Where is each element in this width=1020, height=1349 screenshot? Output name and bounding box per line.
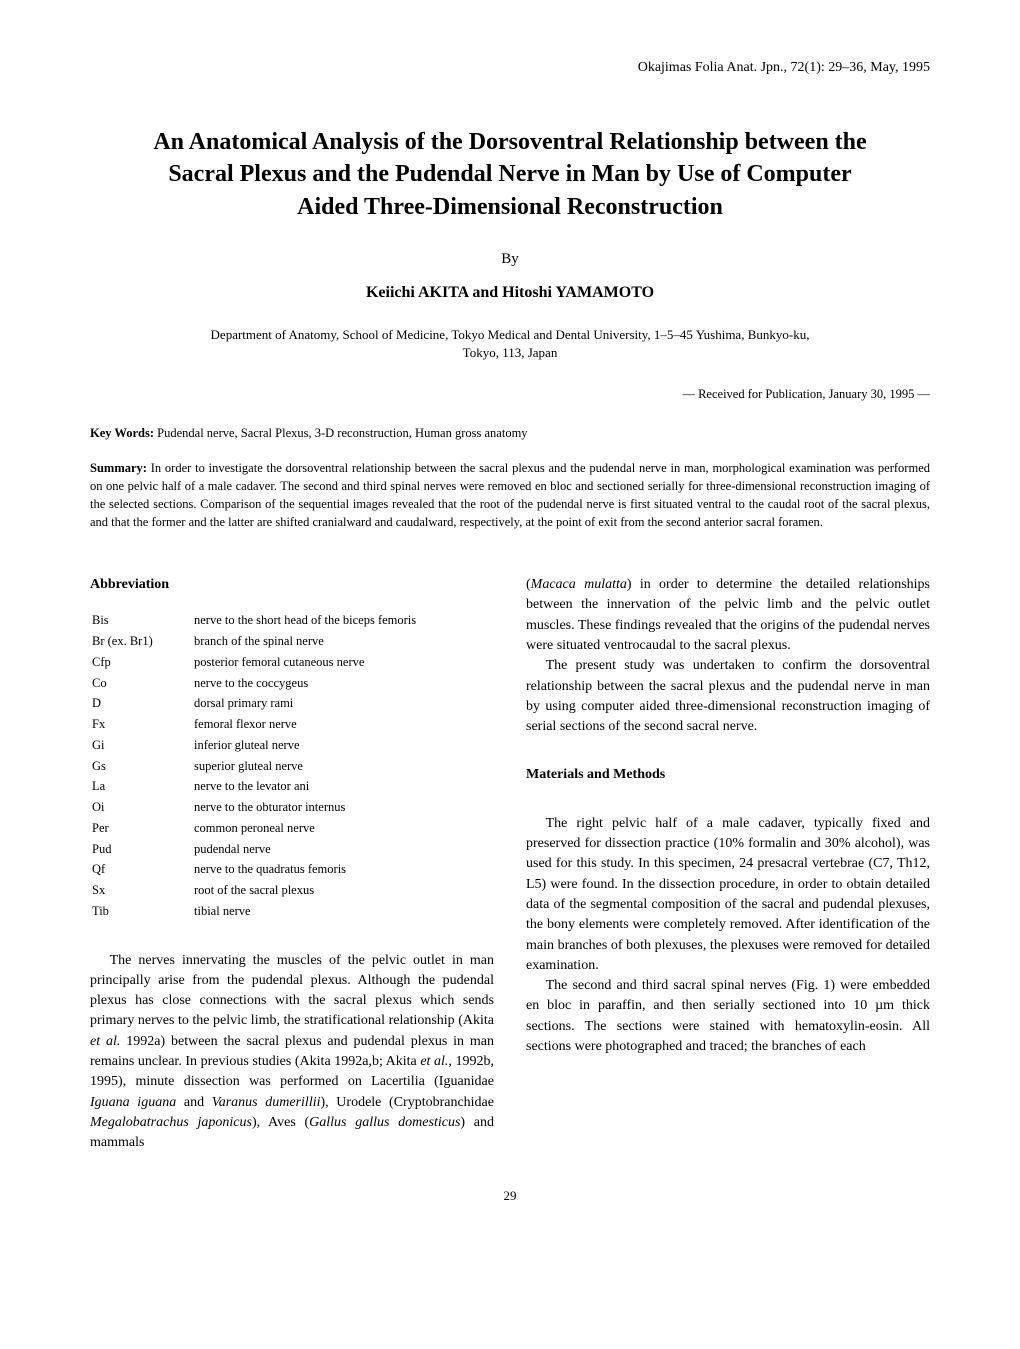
table-row: Pudpudendal nerve — [92, 840, 492, 859]
received-date: — Received for Publication, January 30, … — [90, 387, 930, 402]
keywords-label: Key Words: — [90, 426, 154, 440]
abbrev-key: Co — [92, 674, 192, 693]
text: and — [176, 1095, 212, 1110]
text: The nerves innervating the muscles of th… — [90, 953, 494, 1029]
abbrev-key: Fx — [92, 715, 192, 734]
affiliation-line-2: Tokyo, 113, Japan — [463, 345, 558, 360]
text-italic: Megalobatrachus japonicus — [90, 1115, 252, 1130]
abbrev-def: nerve to the coccygeus — [194, 674, 492, 693]
table-row: Qfnerve to the quadratus femoris — [92, 860, 492, 879]
abbrev-key: Tib — [92, 902, 192, 921]
table-row: Conerve to the coccygeus — [92, 674, 492, 693]
abbrev-key: Qf — [92, 860, 192, 879]
table-row: Gssuperior gluteal nerve — [92, 757, 492, 776]
text-italic: et al. — [420, 1054, 448, 1069]
abbrev-def: superior gluteal nerve — [194, 757, 492, 776]
table-row: Percommon peroneal nerve — [92, 819, 492, 838]
title-line-2: Sacral Plexus and the Pudendal Nerve in … — [168, 161, 851, 187]
intro-paragraph: The nerves innervating the muscles of th… — [90, 951, 494, 1154]
title-line-3: Aided Three-Dimensional Reconstruction — [297, 194, 723, 220]
text-italic: Gallus gallus domesticus — [309, 1115, 460, 1130]
text: ), Aves ( — [252, 1115, 309, 1130]
abbrev-def: nerve to the levator ani — [194, 777, 492, 796]
abbrev-key: Gi — [92, 736, 192, 755]
abbrev-key: Per — [92, 819, 192, 838]
abbrev-key: Gs — [92, 757, 192, 776]
summary-text: In order to investigate the dorsoventral… — [90, 461, 930, 529]
table-row: Fxfemoral flexor nerve — [92, 715, 492, 734]
abbrev-def: nerve to the quadratus femoris — [194, 860, 492, 879]
keywords: Key Words: Pudendal nerve, Sacral Plexus… — [90, 426, 930, 441]
materials-methods-heading: Materials and Methods — [526, 765, 930, 785]
table-row: Ddorsal primary rami — [92, 694, 492, 713]
table-row: Bisnerve to the short head of the biceps… — [92, 611, 492, 630]
summary: Summary: In order to investigate the dor… — [90, 459, 930, 532]
abbrev-def: root of the sacral plexus — [194, 881, 492, 900]
table-row: Cfpposterior femoral cutaneous nerve — [92, 653, 492, 672]
body-paragraph: (Macaca mulatta) in order to determine t… — [526, 575, 930, 656]
abbrev-def: nerve to the short head of the biceps fe… — [194, 611, 492, 630]
page-number: 29 — [90, 1188, 930, 1204]
text-italic: et al. — [90, 1034, 120, 1049]
body-paragraph: The right pelvic half of a male cadaver,… — [526, 814, 930, 976]
right-column: (Macaca mulatta) in order to determine t… — [526, 575, 930, 1154]
abbrev-def: tibial nerve — [194, 902, 492, 921]
abbrev-def: dorsal primary rami — [194, 694, 492, 713]
text-italic: Iguana iguana — [90, 1095, 176, 1110]
affiliation: Department of Anatomy, School of Medicin… — [90, 326, 930, 362]
table-row: Giinferior gluteal nerve — [92, 736, 492, 755]
keywords-text: Pudendal nerve, Sacral Plexus, 3-D recon… — [154, 426, 528, 440]
table-row: Oinerve to the obturator internus — [92, 798, 492, 817]
abbrev-def: femoral flexor nerve — [194, 715, 492, 734]
abbrev-key: Bis — [92, 611, 192, 630]
abbrev-def: nerve to the obturator internus — [194, 798, 492, 817]
title-line-1: An Anatomical Analysis of the Dorsoventr… — [153, 129, 866, 155]
table-row: Tibtibial nerve — [92, 902, 492, 921]
authors: Keiichi AKITA and Hitoshi YAMAMOTO — [90, 284, 930, 302]
paper-title: An Anatomical Analysis of the Dorsoventr… — [90, 126, 930, 223]
abbreviation-table: Bisnerve to the short head of the biceps… — [90, 609, 494, 922]
abbrev-key: Cfp — [92, 653, 192, 672]
abbrev-def: inferior gluteal nerve — [194, 736, 492, 755]
abbreviation-heading: Abbreviation — [90, 575, 494, 595]
text-italic: Varanus dumerillii — [212, 1095, 321, 1110]
two-column-body: Abbreviation Bisnerve to the short head … — [90, 575, 930, 1154]
abbrev-key: Pud — [92, 840, 192, 859]
abbrev-key: Oi — [92, 798, 192, 817]
left-column: Abbreviation Bisnerve to the short head … — [90, 575, 494, 1154]
text-italic: Macaca mulatta — [531, 577, 627, 592]
abbrev-key: La — [92, 777, 192, 796]
table-row: Lanerve to the levator ani — [92, 777, 492, 796]
abbrev-def: pudendal nerve — [194, 840, 492, 859]
abbrev-def: common peroneal nerve — [194, 819, 492, 838]
body-paragraph: The present study was undertaken to conf… — [526, 656, 930, 737]
body-paragraph: The second and third sacral spinal nerve… — [526, 976, 930, 1057]
abbrev-key: D — [92, 694, 192, 713]
text: ), Urodele (Cryptobranchidae — [320, 1095, 494, 1110]
affiliation-line-1: Department of Anatomy, School of Medicin… — [211, 327, 810, 342]
journal-header: Okajimas Folia Anat. Jpn., 72(1): 29–36,… — [90, 60, 930, 76]
table-row: Sxroot of the sacral plexus — [92, 881, 492, 900]
abbrev-def: posterior femoral cutaneous nerve — [194, 653, 492, 672]
abbrev-key: Sx — [92, 881, 192, 900]
by-label: By — [90, 251, 930, 268]
table-row: Br (ex. Br1)branch of the spinal nerve — [92, 632, 492, 651]
summary-label: Summary: — [90, 461, 147, 475]
abbrev-key: Br (ex. Br1) — [92, 632, 192, 651]
abbrev-def: branch of the spinal nerve — [194, 632, 492, 651]
